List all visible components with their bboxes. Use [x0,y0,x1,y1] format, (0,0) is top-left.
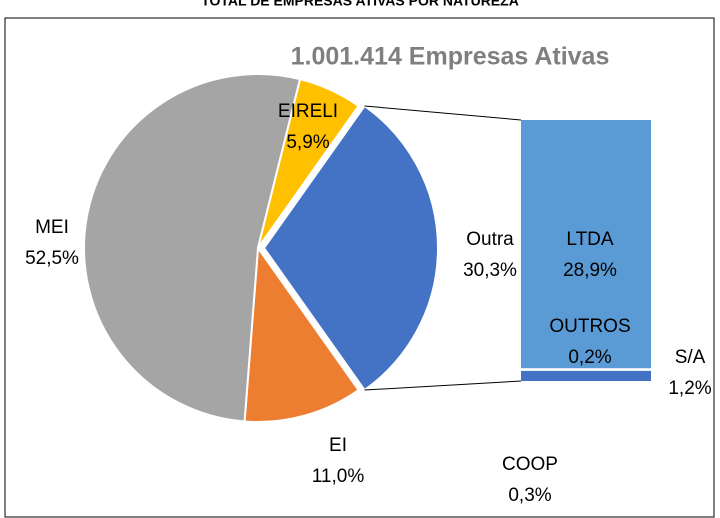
bar-segment [521,368,651,371]
slice-value-label: 30,3% [463,260,517,281]
chart-subtitle: 1.001.414 Empresas Ativas [291,43,610,71]
pie-slice [83,73,302,423]
bar-value-label: 1,2% [668,378,711,399]
bar-label: S/A [675,347,706,368]
bar-segment [521,120,651,367]
slice-label: EIRELI [278,101,338,122]
slice-label: EI [329,435,347,456]
bar-label: OUTROS [549,316,630,337]
slice-value-label: 11,0% [312,466,365,487]
connector [364,380,522,391]
slice-label: Outra [466,229,514,250]
pie-slice [262,104,439,392]
pie-slice [257,77,360,249]
chart-title: TOTAL DE EMPRESAS ATIVAS POR NATUREZA [201,0,519,9]
pie-slice [243,245,360,423]
bar-value-label: 28,9% [563,260,617,281]
bar-segment [521,370,651,381]
bar-value-label: 0,3% [508,485,551,506]
slice-value-label: 5,9% [286,132,329,153]
connector [364,105,522,121]
bar-label: COOP [502,454,558,475]
slice-value-label: 52,5% [25,248,79,269]
bar-segment [521,366,651,369]
slice-label: MEI [35,217,69,238]
bar-value-label: 0,2% [568,347,611,368]
bar-label: LTDA [566,229,613,250]
